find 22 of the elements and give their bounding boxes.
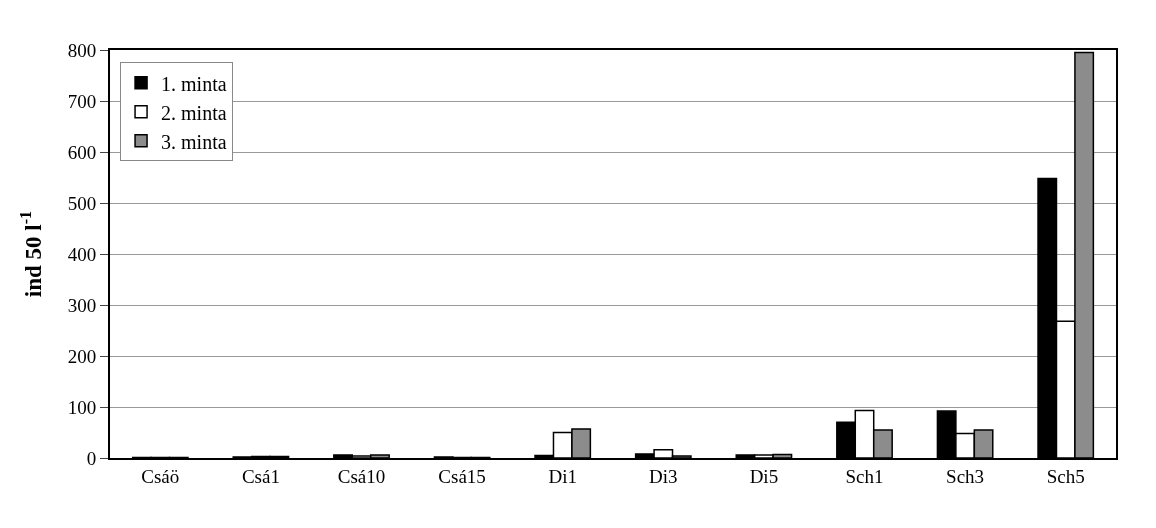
y-tick-label: 0 <box>86 447 97 469</box>
x-tick-label: Csá10 <box>337 465 386 487</box>
x-tick-label: Sch1 <box>845 465 884 487</box>
legend-label: 2. minta <box>161 101 227 124</box>
y-tick-label: 700 <box>67 90 97 112</box>
y-tick-label: 800 <box>67 39 97 61</box>
x-tick-label: Sch5 <box>1046 465 1085 487</box>
y-tick-label: 200 <box>67 345 97 367</box>
y-tick-label: 400 <box>67 243 97 265</box>
y-tick-label: 100 <box>67 396 97 418</box>
x-tick-label: Csá15 <box>438 465 486 487</box>
x-tick-label: Sch3 <box>946 465 985 487</box>
y-tick-label: 300 <box>67 294 97 316</box>
x-tick-label: Csáö <box>141 465 180 487</box>
y-tick-label: 600 <box>67 141 97 163</box>
x-tick-label: Di3 <box>649 465 678 487</box>
x-tick-label: Di5 <box>749 465 779 487</box>
legend-label: 1. minta <box>161 72 227 95</box>
legend-label: 3. minta <box>161 130 227 153</box>
x-tick-label: Csá1 <box>241 465 280 487</box>
y-tick-label: 500 <box>67 192 97 214</box>
x-tick-label: Di1 <box>548 465 577 487</box>
